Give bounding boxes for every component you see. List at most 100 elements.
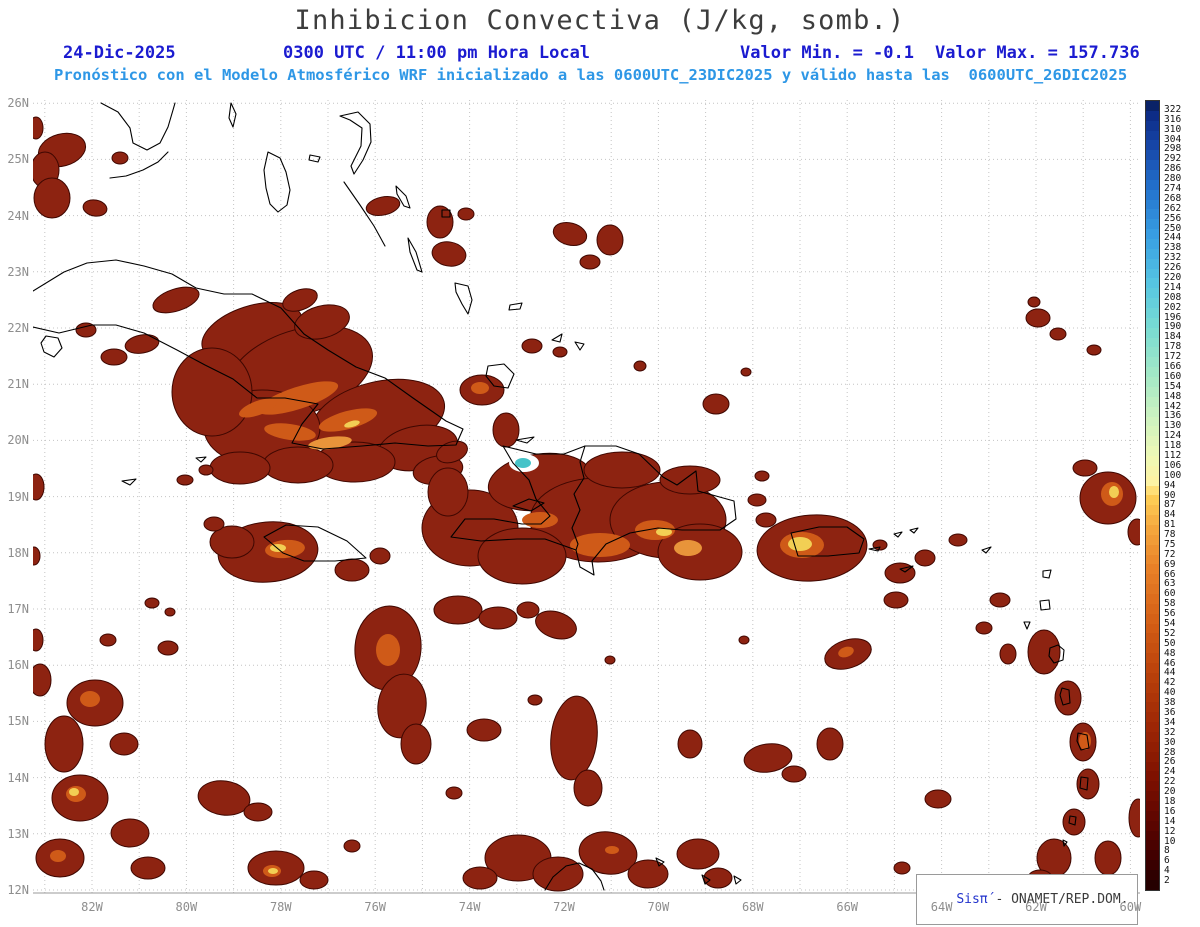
cin-region bbox=[157, 640, 179, 656]
coastline-path bbox=[441, 209, 451, 218]
cin-region bbox=[198, 464, 214, 476]
colorbar-segment bbox=[1146, 436, 1159, 447]
colorbar-segment bbox=[1146, 179, 1159, 190]
colorbar-label: 298 bbox=[1164, 143, 1182, 155]
cin-region bbox=[914, 549, 936, 567]
lat-label: 13N bbox=[7, 826, 29, 841]
colorbar-label: 58 bbox=[1164, 598, 1176, 610]
colorbar-segment bbox=[1146, 130, 1159, 141]
cin-region bbox=[703, 867, 733, 889]
cin-region bbox=[282, 288, 318, 312]
colorbar-segment bbox=[1146, 377, 1159, 387]
coastline-path bbox=[733, 875, 742, 885]
colorbar-label: 268 bbox=[1164, 192, 1182, 204]
coastline-path bbox=[515, 436, 535, 444]
colorbar-label: 118 bbox=[1164, 440, 1182, 452]
colorbar-segment bbox=[1146, 426, 1159, 437]
coastline-path bbox=[40, 335, 63, 358]
coastline-path bbox=[574, 341, 585, 351]
colorbar-segment bbox=[1146, 317, 1159, 328]
cin-region bbox=[1072, 459, 1098, 477]
colorbar-segment bbox=[1146, 682, 1159, 693]
lon-label: 70W bbox=[647, 900, 670, 914]
colorbar-segment bbox=[1146, 574, 1159, 585]
cin-region bbox=[579, 254, 601, 270]
lon-label: 60W bbox=[1119, 900, 1142, 914]
cin-region bbox=[478, 606, 518, 630]
cin-region bbox=[82, 199, 108, 217]
colorbar-segment bbox=[1146, 524, 1159, 535]
colorbar-segment bbox=[1146, 505, 1159, 516]
watermark-org: - ONAMET/REP.DOM. bbox=[987, 892, 1129, 907]
cin-region bbox=[171, 347, 253, 437]
lon-label: 62W bbox=[1025, 900, 1047, 914]
lon-label: 80W bbox=[175, 900, 198, 914]
forecast-date: 24-Dic-2025 bbox=[63, 43, 176, 63]
cin-region bbox=[740, 367, 752, 377]
colorbar-label: 4 bbox=[1164, 865, 1170, 877]
colorbar-segment bbox=[1146, 840, 1159, 851]
colorbar-segment bbox=[1146, 593, 1159, 604]
cin-region bbox=[426, 205, 454, 239]
cin-region bbox=[604, 655, 616, 665]
lat-label: 23N bbox=[7, 264, 29, 279]
cin-region bbox=[552, 221, 588, 247]
colorbar-label: 81 bbox=[1164, 519, 1176, 531]
colorbar-segment bbox=[1146, 396, 1159, 407]
cin-region bbox=[111, 151, 129, 165]
colorbar-label: 72 bbox=[1164, 548, 1176, 560]
colorbar-segment bbox=[1146, 229, 1159, 240]
colorbar-segment bbox=[1146, 248, 1159, 259]
cin-region bbox=[124, 334, 160, 354]
cin-region bbox=[471, 382, 489, 394]
coastline-path bbox=[790, 526, 865, 557]
coastline-path bbox=[899, 565, 914, 573]
colorbar-segment bbox=[1146, 219, 1159, 230]
colorbar-segment bbox=[1146, 495, 1159, 506]
lat-label: 17N bbox=[7, 602, 29, 616]
colorbar-segment bbox=[1146, 672, 1159, 683]
cin-region bbox=[80, 691, 100, 707]
lon-label: 64W bbox=[930, 900, 953, 914]
colorbar-segment bbox=[1146, 643, 1159, 654]
colorbar-label: 202 bbox=[1164, 301, 1182, 313]
cin-region bbox=[99, 633, 117, 647]
cin-region bbox=[445, 786, 463, 800]
cin-region bbox=[633, 360, 647, 372]
cin-region bbox=[100, 348, 128, 366]
cin-region bbox=[427, 467, 469, 517]
cin-region bbox=[872, 539, 888, 551]
colorbar-label: 84 bbox=[1164, 509, 1176, 521]
coastline-path bbox=[1042, 569, 1052, 579]
colorbar-segment bbox=[1146, 110, 1159, 121]
colorbar-label: 220 bbox=[1164, 271, 1182, 283]
lat-label: 25N bbox=[7, 152, 29, 167]
colorbar-label: 50 bbox=[1164, 637, 1176, 649]
cin-region bbox=[1027, 629, 1061, 675]
colorbar-segment bbox=[1146, 623, 1159, 634]
watermark-brand: Sisπ́ bbox=[956, 892, 988, 907]
cin-region bbox=[1025, 308, 1051, 328]
colorbar-label: 280 bbox=[1164, 173, 1182, 185]
coastline-path bbox=[100, 102, 176, 151]
colorbar-label: 8 bbox=[1164, 845, 1170, 857]
cin-region bbox=[308, 436, 352, 450]
colorbar-label: 75 bbox=[1164, 538, 1176, 550]
colorbar-label: 172 bbox=[1164, 351, 1182, 363]
colorbar-segment bbox=[1146, 751, 1159, 762]
cin-region bbox=[516, 601, 540, 619]
colorbar-label: 244 bbox=[1164, 232, 1182, 244]
colorbar-segment bbox=[1146, 722, 1159, 732]
cin-region bbox=[343, 839, 361, 853]
colorbar-labels: 322 316 310 304 298 292 286 280 274 268 262 256 250 2… bbox=[1164, 100, 1198, 891]
coastline-path bbox=[544, 862, 605, 891]
cin-region bbox=[1079, 732, 1091, 750]
colorbar-segment bbox=[1146, 120, 1159, 131]
colorbar-label: 28 bbox=[1164, 746, 1176, 758]
colorbar-segment bbox=[1146, 879, 1159, 890]
cin-region bbox=[893, 861, 911, 875]
colorbar-segment bbox=[1146, 337, 1159, 348]
cin-region bbox=[164, 607, 176, 617]
